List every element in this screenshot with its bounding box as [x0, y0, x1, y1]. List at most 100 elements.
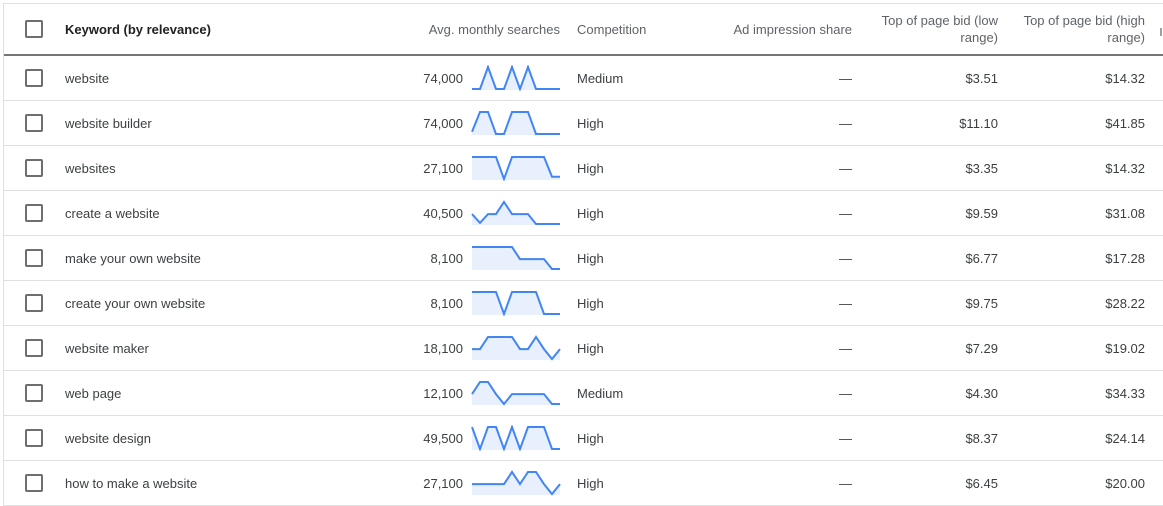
- keyword-text: web page: [65, 385, 122, 401]
- bid-low-value: $8.37: [965, 430, 998, 446]
- row-select-cell: [25, 236, 43, 280]
- search-trend-sparkline: [471, 371, 563, 415]
- bid-low-value: $9.59: [965, 205, 998, 221]
- keyword-text: create your own website: [65, 295, 206, 311]
- search-trend-sparkline: [471, 281, 563, 325]
- column-header-bid-low[interactable]: Top of page bid (low range): [881, 13, 998, 45]
- column-header-keyword[interactable]: Keyword (by relevance): [65, 21, 211, 37]
- search-trend-sparkline: [471, 56, 563, 100]
- competition-value: High: [577, 475, 604, 491]
- row-checkbox[interactable]: [25, 204, 43, 222]
- table-row: website builder 74,000 High — $11.10 $41…: [4, 101, 1163, 146]
- avg-monthly-searches-value: 27,100: [423, 475, 463, 491]
- row-select-cell: [25, 461, 43, 505]
- table-row: web page 12,100 Medium — $4.30 $34.33: [4, 371, 1163, 416]
- competition-value: Medium: [577, 70, 624, 86]
- table-header: Keyword (by relevance) Avg. monthly sear…: [4, 4, 1163, 56]
- bid-high-value: $34.33: [1105, 385, 1145, 401]
- sparkline-chart: [471, 425, 560, 451]
- row-checkbox[interactable]: [25, 114, 43, 132]
- row-select-cell: [25, 416, 43, 460]
- competition-value: Medium: [577, 385, 624, 401]
- search-trend-sparkline: [471, 146, 563, 190]
- keyword-text: website design: [65, 430, 151, 446]
- sparkline-chart: [472, 470, 561, 496]
- ad-impression-share-value: —: [839, 295, 852, 311]
- ad-impression-share-value: —: [839, 115, 852, 131]
- sparkline-chart: [472, 291, 560, 316]
- ad-impression-share-value: —: [839, 205, 852, 221]
- bid-low-value: $9.75: [965, 295, 998, 311]
- table-body: website 74,000 Medium — $3.51 $14.32 web…: [4, 56, 1163, 506]
- avg-monthly-searches-value: 18,100: [423, 340, 463, 356]
- keyword-text: website builder: [65, 115, 152, 131]
- competition-value: High: [577, 205, 604, 221]
- keyword-text: website: [65, 70, 110, 86]
- sparkline-chart: [472, 335, 561, 361]
- column-header-bid-high[interactable]: Top of page bid (high range): [1023, 13, 1145, 45]
- competition-value: High: [577, 340, 604, 356]
- search-trend-sparkline: [471, 236, 563, 280]
- keyword-text: how to make a website: [65, 475, 198, 491]
- bid-low-value: $6.77: [965, 250, 998, 266]
- bid-high-value: $14.32: [1105, 70, 1145, 86]
- row-checkbox[interactable]: [25, 249, 43, 267]
- bid-low-value: $4.30: [965, 385, 998, 401]
- row-select-cell: [25, 191, 43, 235]
- row-select-cell: [25, 326, 43, 370]
- keyword-text: make your own website: [65, 250, 201, 266]
- table-row: website design 49,500 High — $8.37 $24.1…: [4, 416, 1163, 461]
- avg-monthly-searches-value: 74,000: [423, 115, 463, 131]
- column-header-competition[interactable]: Competition: [577, 21, 647, 37]
- search-trend-sparkline: [471, 416, 563, 460]
- table-row: create a website 40,500 High — $9.59 $31…: [4, 191, 1163, 236]
- column-header-avg-monthly-searches[interactable]: Avg. monthly searches: [428, 21, 560, 37]
- search-trend-sparkline: [471, 191, 563, 235]
- ad-impression-share-value: —: [839, 70, 852, 86]
- sparkline-chart: [471, 111, 560, 135]
- row-checkbox[interactable]: [25, 294, 43, 312]
- competition-value: High: [577, 250, 604, 266]
- bid-high-value: $31.08: [1105, 205, 1145, 221]
- bid-low-value: $7.29: [965, 340, 998, 356]
- table-row: make your own website 8,100 High — $6.77…: [4, 236, 1163, 281]
- row-checkbox[interactable]: [25, 474, 43, 492]
- bid-high-value: $20.00: [1105, 475, 1145, 491]
- table-row: websites 27,100 High — $3.35 $14.32: [4, 146, 1163, 191]
- avg-monthly-searches-value: 49,500: [423, 430, 463, 446]
- table-row: website 74,000 Medium — $3.51 $14.32: [4, 56, 1163, 101]
- ad-impression-share-value: —: [839, 160, 852, 176]
- bid-high-value: $28.22: [1105, 295, 1145, 311]
- competition-value: High: [577, 295, 604, 311]
- bid-low-value: $6.45: [965, 475, 998, 491]
- bid-low-value: $3.51: [965, 70, 998, 86]
- column-header-ad-impression-share[interactable]: Ad impression share: [733, 21, 853, 37]
- bid-high-value: $24.14: [1105, 430, 1145, 446]
- competition-value: High: [577, 115, 604, 131]
- search-trend-sparkline: [471, 461, 563, 505]
- select-all-checkbox[interactable]: [25, 20, 43, 38]
- row-checkbox[interactable]: [25, 429, 43, 447]
- sparkline-chart: [472, 246, 560, 270]
- bid-high-value: $41.85: [1105, 115, 1145, 131]
- row-checkbox[interactable]: [25, 339, 43, 357]
- ad-impression-share-value: —: [839, 430, 852, 446]
- table-row: create your own website 8,100 High — $9.…: [4, 281, 1163, 326]
- keyword-text: create a website: [65, 205, 160, 221]
- ad-impression-share-value: —: [839, 250, 852, 266]
- row-checkbox[interactable]: [25, 69, 43, 87]
- avg-monthly-searches-value: 40,500: [423, 205, 463, 221]
- ad-impression-share-value: —: [839, 475, 852, 491]
- bid-high-value: $19.02: [1105, 340, 1145, 356]
- sparkline-chart: [471, 381, 560, 406]
- bid-low-value: $11.10: [959, 115, 998, 131]
- bid-low-value: $3.35: [965, 160, 998, 176]
- sparkline-chart: [472, 156, 560, 181]
- competition-value: High: [577, 430, 604, 446]
- keyword-ideas-table: Keyword (by relevance) Avg. monthly sear…: [3, 3, 1163, 506]
- keyword-text: website maker: [65, 340, 149, 356]
- ad-impression-share-value: —: [839, 340, 852, 356]
- keyword-text: websites: [65, 160, 116, 176]
- row-checkbox[interactable]: [25, 159, 43, 177]
- row-checkbox[interactable]: [25, 384, 43, 402]
